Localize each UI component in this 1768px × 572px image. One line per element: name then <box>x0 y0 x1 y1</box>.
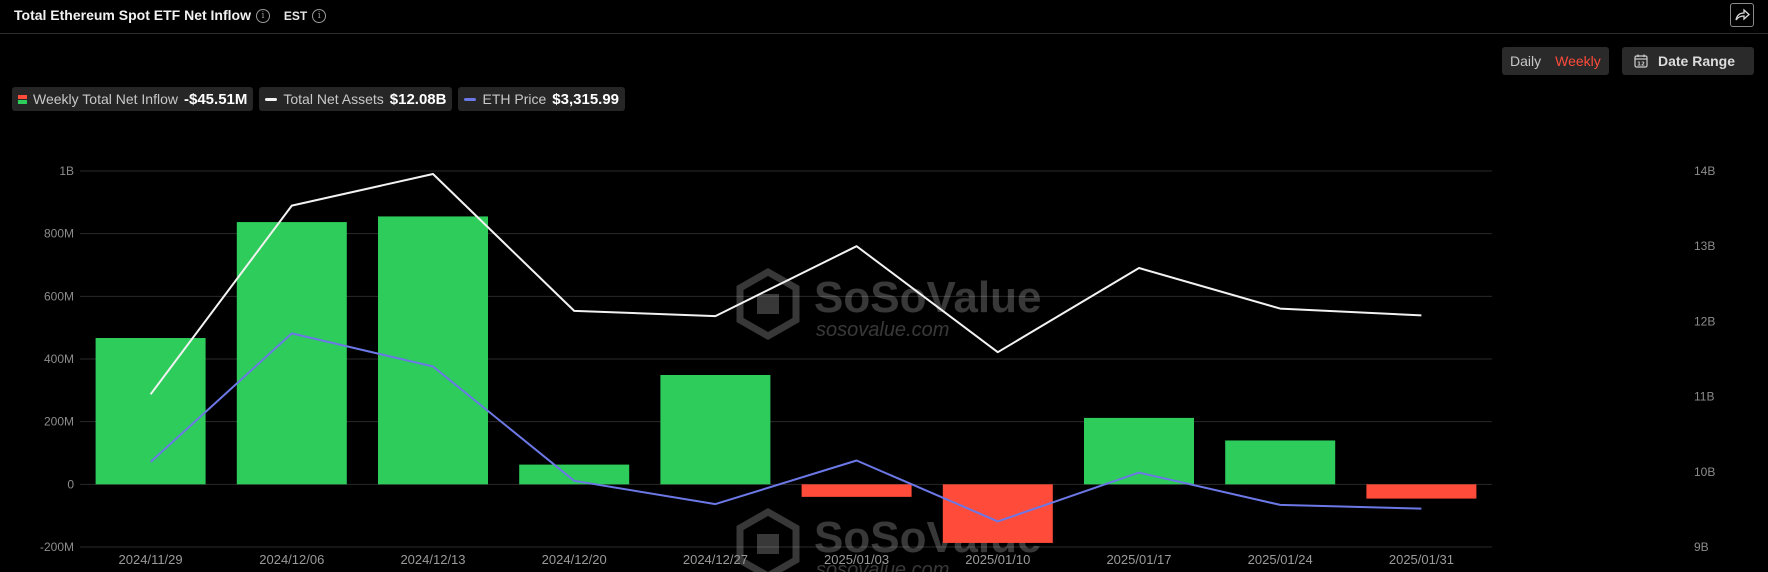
inflow-bar <box>1225 440 1336 485</box>
left-axis-tick-label: 0 <box>67 477 74 491</box>
legend-price-value: $3,315.99 <box>552 90 620 108</box>
x-axis-tick-label: 2024/11/29 <box>119 552 183 567</box>
bar-layer <box>95 216 1477 543</box>
x-axis-tick-label: 2025/01/10 <box>965 552 1030 567</box>
x-axis-tick-label: 2024/12/13 <box>400 552 465 567</box>
svg-text:12: 12 <box>1637 62 1645 68</box>
legend-assets-label: Total Net Assets <box>283 91 384 107</box>
right-axis-tick-label: 13B <box>1694 239 1715 253</box>
inflow-bar <box>1084 417 1194 485</box>
right-axis-tick-label: 11B <box>1694 390 1714 404</box>
inflow-bar <box>95 338 206 485</box>
legend-assets[interactable]: Total Net Assets $12.08B <box>259 87 453 111</box>
inflow-bar <box>1366 484 1477 499</box>
x-axis-tick-label: 2024/12/06 <box>259 552 324 567</box>
share-button[interactable] <box>1730 3 1754 27</box>
legend-price-label: ETH Price <box>482 91 547 107</box>
x-axis-tick-label: 2024/12/27 <box>683 552 748 567</box>
sosovalue-logo-icon <box>736 507 800 572</box>
chart-header: Total Ethereum Spot ETF Net Inflow i EST i <box>0 0 1768 34</box>
sosovalue-logo-icon <box>736 267 800 341</box>
interval-toggle: Daily Weekly <box>1502 47 1609 75</box>
legend-inflow-label: Weekly Total Net Inflow <box>33 91 178 107</box>
inflow-bar <box>519 464 630 485</box>
inflow-bar <box>660 374 771 485</box>
axis-layer: -200M 0 200M 400M 600M 800M 1B 9B 10B 11B 12B 13B 14… <box>40 164 1715 567</box>
inflow-bar <box>942 484 1053 543</box>
assets-swatch <box>265 97 278 101</box>
weekly-toggle[interactable]: Weekly <box>1555 53 1601 69</box>
chart-legend: Weekly Total Net Inflow -$45.51M Total N… <box>12 87 626 111</box>
line-layer <box>149 173 1422 523</box>
total-net-assets-line <box>149 173 1422 395</box>
left-axis-tick-label: 1B <box>59 164 74 178</box>
watermark-brand: SoSoValue <box>814 273 1041 322</box>
right-axis-tick-label: 12B <box>1694 314 1715 328</box>
legend-assets-value: $12.08B <box>389 90 447 108</box>
date-range-button[interactable]: 12 Date Range <box>1622 47 1754 75</box>
right-axis-tick-label: 10B <box>1694 465 1715 479</box>
calendar-icon: 12 <box>1634 54 1648 68</box>
left-axis-tick-label: -200M <box>40 540 74 554</box>
left-axis-tick-label: 600M <box>44 289 74 303</box>
x-axis-tick-label: 2024/12/20 <box>542 552 607 567</box>
left-axis-tick-label: 400M <box>44 352 74 366</box>
chart-title-text: Total Ethereum Spot ETF Net Inflow <box>14 7 251 23</box>
price-swatch <box>464 97 477 101</box>
x-axis-tick-label: 2025/01/17 <box>1106 552 1171 567</box>
right-axis-tick-label: 9B <box>1694 540 1709 554</box>
share-icon <box>1735 8 1750 21</box>
right-axis-tick-label: 14B <box>1694 164 1715 178</box>
legend-inflow-value: -$45.51M <box>184 90 248 108</box>
inflow-swatch <box>18 94 27 104</box>
watermark-url: sosovalue.com <box>816 319 949 341</box>
daily-toggle[interactable]: Daily <box>1510 53 1542 69</box>
info-icon[interactable]: i <box>255 9 270 24</box>
legend-inflow[interactable]: Weekly Total Net Inflow -$45.51M <box>12 87 254 111</box>
left-axis-tick-label: 200M <box>44 415 74 429</box>
inflow-bar <box>236 222 347 485</box>
x-axis-tick-label: 2025/01/03 <box>824 552 889 567</box>
inflow-bar <box>801 484 912 497</box>
eth-price-line <box>149 332 1422 523</box>
watermark-url: sosovalue.com <box>816 559 949 572</box>
watermark-upper: SoSoValue sosovalue.com <box>736 267 1041 341</box>
date-range-label: Date Range <box>1658 53 1736 69</box>
timezone-info-icon[interactable]: i <box>312 9 327 24</box>
x-axis-tick-label: 2025/01/24 <box>1248 552 1313 567</box>
x-axis-tick-label: 2025/01/31 <box>1389 552 1454 567</box>
legend-price[interactable]: ETH Price $3,315.99 <box>458 87 626 111</box>
chart-title: Total Ethereum Spot ETF Net Inflow i EST i <box>14 7 327 24</box>
timezone-label: EST <box>283 9 308 23</box>
inflow-bar <box>378 216 488 485</box>
left-axis-tick-label: 800M <box>44 227 74 241</box>
